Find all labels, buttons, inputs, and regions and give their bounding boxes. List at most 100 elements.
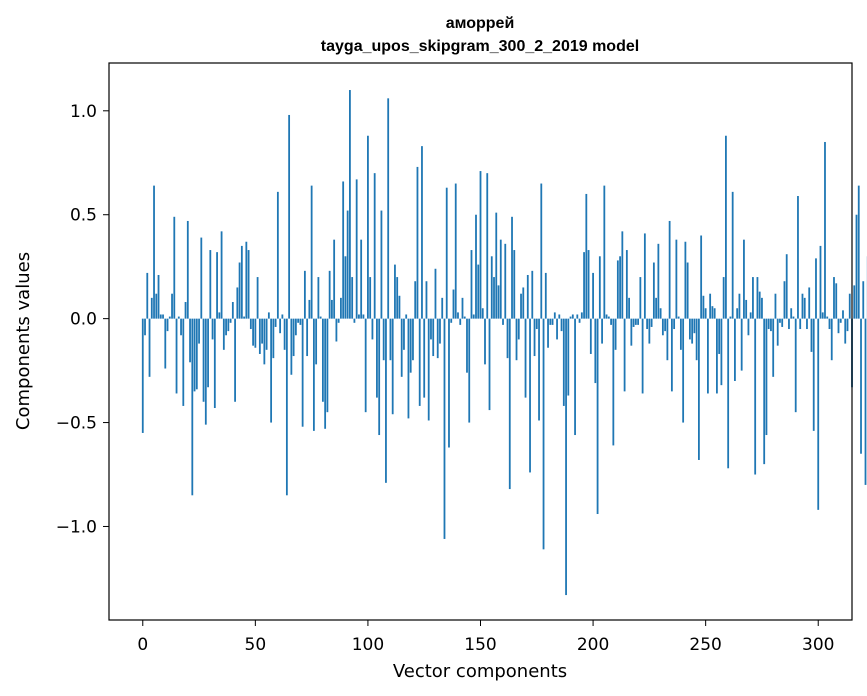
bar-276 <box>763 318 766 465</box>
bar-308 <box>835 283 838 319</box>
bar-55 <box>265 318 268 350</box>
x-tick-label: 100 <box>352 635 384 655</box>
bar-40 <box>231 302 234 319</box>
bar-303 <box>824 141 826 319</box>
bar-59 <box>274 318 277 327</box>
bar-316 <box>853 285 856 319</box>
bar-102 <box>371 318 374 340</box>
bar-79 <box>319 316 322 319</box>
bar-90 <box>344 256 347 319</box>
bar-114 <box>398 295 401 319</box>
bar-271 <box>752 277 754 319</box>
bar-49 <box>252 318 254 346</box>
bar-282 <box>776 318 779 346</box>
y-tick-label: 0.0 <box>70 310 97 330</box>
bar-248 <box>700 235 703 319</box>
bar-289 <box>792 316 795 319</box>
bar-125 <box>423 318 426 398</box>
bar-138 <box>452 289 455 319</box>
bar-222 <box>641 318 644 394</box>
bar-270 <box>749 312 752 319</box>
bar-225 <box>648 318 651 344</box>
bar-82 <box>326 318 329 413</box>
bar-304 <box>826 316 829 319</box>
bar-143 <box>463 316 466 319</box>
bar-151 <box>481 308 484 319</box>
bar-139 <box>454 183 457 319</box>
bar-20 <box>186 220 189 319</box>
bar-72 <box>303 270 306 319</box>
bar-297 <box>810 318 813 352</box>
bar-190 <box>569 316 572 319</box>
bar-313 <box>846 318 849 332</box>
bar-234 <box>668 220 671 319</box>
bar-201 <box>594 318 597 384</box>
bar-97 <box>360 239 363 319</box>
bar-161 <box>504 243 507 319</box>
bar-251 <box>707 318 709 394</box>
bar-17 <box>180 318 182 336</box>
bar-115 <box>400 318 403 377</box>
bar-164 <box>511 216 513 319</box>
bar-42 <box>236 287 239 319</box>
y-tick-label: −0.5 <box>56 414 97 434</box>
bar-296 <box>808 287 811 319</box>
bar-28 <box>204 318 207 425</box>
bar-203 <box>598 256 601 319</box>
bar-110 <box>389 318 392 361</box>
bar-249 <box>702 295 705 319</box>
bar-80 <box>321 318 324 402</box>
bar-81 <box>324 318 327 429</box>
bar-23 <box>193 318 196 392</box>
bar-135 <box>445 187 448 319</box>
bar-71 <box>301 318 304 427</box>
bar-105 <box>378 318 381 436</box>
bar-162 <box>506 318 509 359</box>
bar-217 <box>630 318 633 346</box>
bar-223 <box>643 233 646 319</box>
bar-73 <box>306 318 309 357</box>
chart-title-line-1: аморрей <box>446 15 515 32</box>
bar-246 <box>695 318 698 361</box>
bar-224 <box>646 318 649 330</box>
bar-149 <box>477 264 480 319</box>
bar-226 <box>650 318 653 327</box>
bar-159 <box>499 239 502 319</box>
bar-215 <box>625 250 628 319</box>
bar-27 <box>202 318 205 402</box>
bar-94 <box>353 318 356 323</box>
x-tick-label: 200 <box>577 635 609 655</box>
bar-281 <box>774 293 777 319</box>
bar-8 <box>159 314 162 319</box>
bar-260 <box>727 318 730 469</box>
bar-88 <box>340 297 342 319</box>
bar-86 <box>335 318 338 342</box>
bar-91 <box>346 210 349 319</box>
bar-7 <box>157 274 160 319</box>
bar-69 <box>297 318 300 323</box>
bar-160 <box>502 318 504 325</box>
bar-155 <box>490 256 493 319</box>
bar-154 <box>488 318 491 411</box>
bar-66 <box>290 318 293 375</box>
bar-292 <box>799 318 802 330</box>
bar-118 <box>407 318 410 419</box>
bar-25 <box>198 318 200 344</box>
bar-182 <box>551 318 554 325</box>
bar-177 <box>540 183 543 319</box>
bar-187 <box>562 318 565 406</box>
bar-60 <box>276 191 279 319</box>
bar-317 <box>855 214 858 319</box>
bar-176 <box>538 318 540 421</box>
bar-26 <box>200 237 203 319</box>
bar-184 <box>556 318 558 340</box>
bar-216 <box>628 297 630 319</box>
bar-120 <box>412 318 414 361</box>
bar-93 <box>351 277 354 319</box>
chart-title-line-2: tayga_upos_skipgram_300_2_2019 model <box>321 38 639 55</box>
bar-145 <box>468 318 471 423</box>
bar-108 <box>385 318 387 483</box>
bar-51 <box>256 277 259 319</box>
bar-131 <box>436 318 439 359</box>
